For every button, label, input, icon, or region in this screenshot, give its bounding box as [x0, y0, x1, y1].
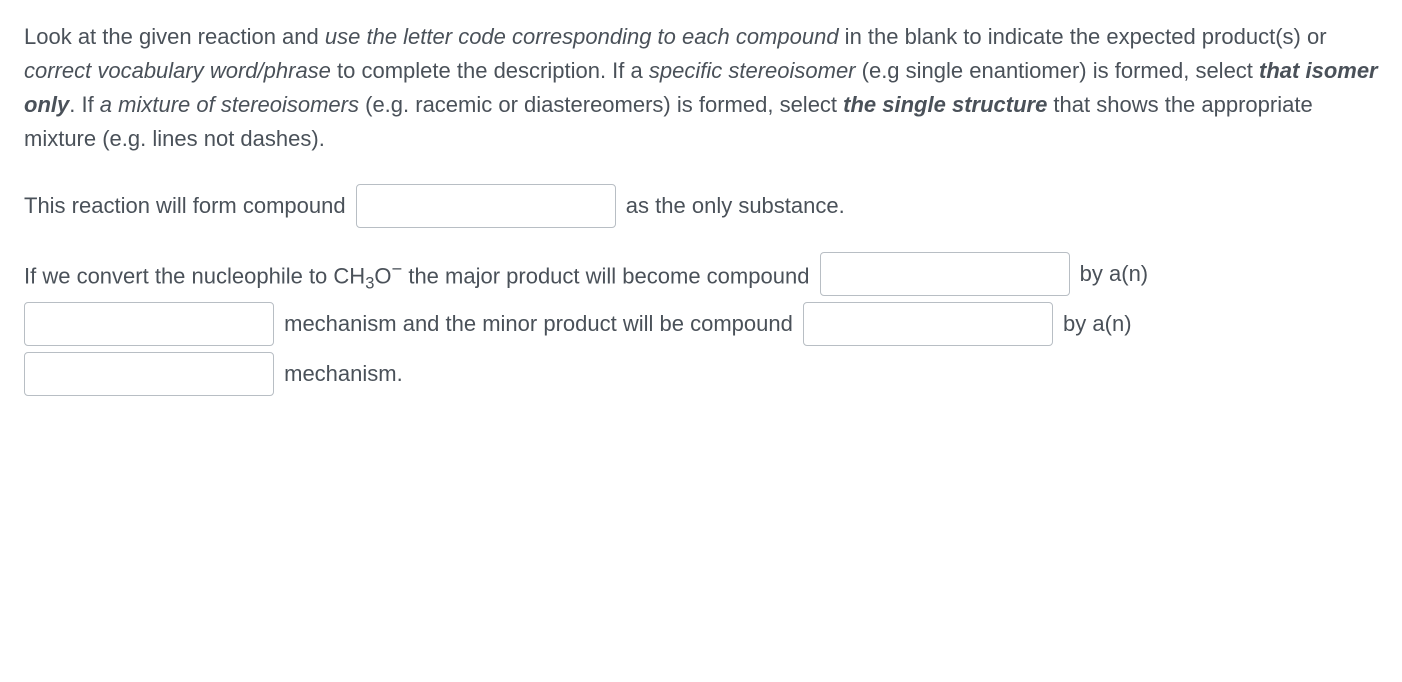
instr-seg7: (e.g single enantiomer) is formed, selec… — [856, 58, 1260, 83]
instr-seg3: in the blank to indicate the expected pr… — [839, 24, 1327, 49]
mechanism-2-input[interactable] — [24, 352, 274, 396]
instr-seg9: . If — [69, 92, 100, 117]
s2-sub3: 3 — [365, 275, 374, 293]
instr-seg2: use the letter code corresponding to eac… — [325, 24, 839, 49]
instr-seg1: Look at the given reaction and — [24, 24, 325, 49]
instr-seg10: a mixture of stereoisomers — [100, 92, 359, 117]
s1-after: as the only substance. — [620, 189, 845, 223]
s2-t3: mechanism and the minor product will be … — [278, 307, 799, 341]
compound-2-input[interactable] — [820, 252, 1070, 296]
compound-1-input[interactable] — [356, 184, 616, 228]
s1-before: This reaction will form compound — [24, 189, 352, 223]
s2-t1a: If we convert the nucleophile to CH — [24, 263, 365, 288]
instr-seg6: specific stereoisomer — [649, 58, 856, 83]
sentence-2: If we convert the nucleophile to CH3O− t… — [24, 252, 1378, 396]
instr-seg4: correct vocabulary word/phrase — [24, 58, 331, 83]
mechanism-1-input[interactable] — [24, 302, 274, 346]
compound-3-input[interactable] — [803, 302, 1053, 346]
s2-t2: by a(n) — [1074, 257, 1155, 291]
s2-t4: by a(n) — [1057, 307, 1138, 341]
s2-t1b: O — [374, 263, 391, 288]
instructions-paragraph: Look at the given reaction and use the l… — [24, 20, 1378, 156]
s2-minus: − — [392, 258, 403, 279]
instr-seg12: the single structure — [843, 92, 1047, 117]
s2-t5: mechanism. — [278, 357, 403, 391]
instr-seg5: to complete the description. If a — [331, 58, 649, 83]
s2-t1c: the major product will become compound — [402, 263, 815, 288]
s2-t1: If we convert the nucleophile to CH3O− t… — [24, 255, 816, 293]
sentence-1: This reaction will form compound as the … — [24, 184, 1378, 228]
instr-seg11: (e.g. racemic or diastereomers) is forme… — [359, 92, 843, 117]
